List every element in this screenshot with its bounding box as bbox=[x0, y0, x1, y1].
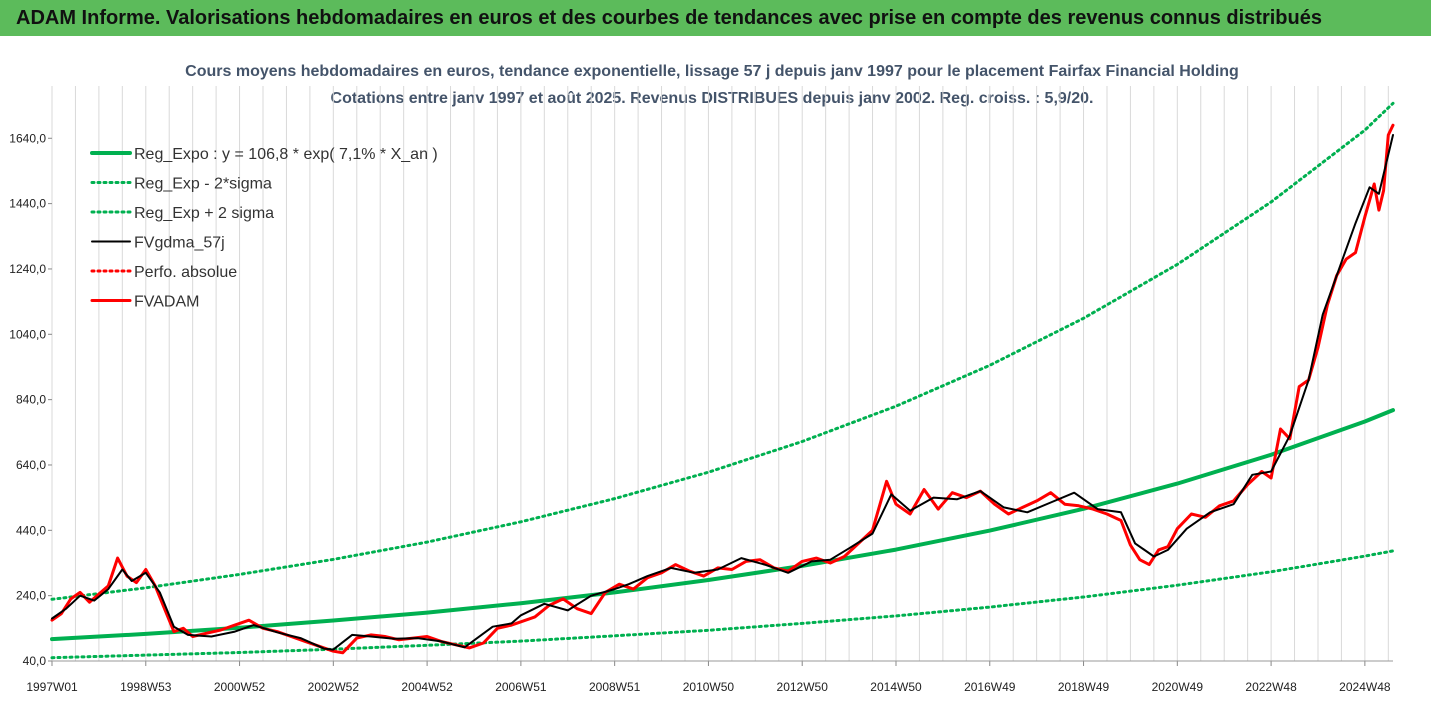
legend-label: Reg_Exp + 2 sigma bbox=[134, 205, 274, 222]
series-line-0 bbox=[50, 408, 1395, 642]
y-tick-label: 1040,0 bbox=[9, 327, 46, 341]
y-tick-label: 440,0 bbox=[16, 523, 46, 537]
y-tick-label: 640,0 bbox=[16, 458, 46, 472]
x-tick-label: 2002W52 bbox=[308, 680, 360, 694]
x-tick-label: 2012W50 bbox=[777, 680, 829, 694]
y-tick-label: 840,0 bbox=[16, 393, 46, 407]
legend-label: Reg_Exp - 2*sigma bbox=[134, 176, 272, 193]
x-tick-label: 2022W48 bbox=[1245, 680, 1297, 694]
legend-label: FVgdma_57j bbox=[134, 235, 225, 252]
x-tick-label: 2024W48 bbox=[1339, 680, 1391, 694]
x-tick-label: 2020W49 bbox=[1152, 680, 1204, 694]
x-tick-label: 2006W51 bbox=[495, 680, 547, 694]
x-tick-label: 2008W51 bbox=[589, 680, 641, 694]
series-line-1 bbox=[50, 549, 1395, 660]
x-tick-label: 1997W01 bbox=[26, 680, 78, 694]
x-tick-label: 2016W49 bbox=[964, 680, 1016, 694]
x-tick-label: 2004W52 bbox=[401, 680, 453, 694]
x-tick-label: 2014W50 bbox=[870, 680, 922, 694]
chart-subtitle: Cotations entre janv 1997 et août 2025. … bbox=[331, 90, 1094, 107]
chart-area: Cours moyens hebdomadaires en euros, ten… bbox=[9, 63, 1395, 694]
x-tick-label: 2018W49 bbox=[1058, 680, 1110, 694]
y-tick-label: 40,0 bbox=[23, 654, 47, 668]
legend: Reg_Expo : y = 106,8 * exp( 7,1% * X_an … bbox=[90, 146, 438, 311]
chart-title: Cours moyens hebdomadaires en euros, ten… bbox=[185, 63, 1239, 80]
series-lines bbox=[50, 101, 1395, 660]
report-banner: ADAM Informe. Valorisations hebdomadaire… bbox=[0, 0, 1431, 36]
x-tick-label: 2010W50 bbox=[683, 680, 735, 694]
y-tick-label: 1640,0 bbox=[9, 131, 46, 145]
series-line-3 bbox=[51, 134, 1394, 651]
x-tick-label: 2000W52 bbox=[214, 680, 266, 694]
legend-label: Reg_Expo : y = 106,8 * exp( 7,1% * X_an … bbox=[134, 146, 438, 163]
legend-label: FVADAM bbox=[134, 294, 199, 311]
y-tick-label: 1440,0 bbox=[9, 197, 46, 211]
gridlines bbox=[51, 86, 1389, 661]
y-tick-label: 1240,0 bbox=[9, 262, 46, 276]
axes: 40,0 240,0 440,0 640,0 840,0 1040,0 1240,0 1440… bbox=[9, 131, 1393, 694]
x-tick-label: 1998W53 bbox=[120, 680, 172, 694]
series-line-2 bbox=[50, 101, 1395, 601]
legend-label: Perfo. absolue bbox=[134, 264, 237, 281]
y-tick-label: 240,0 bbox=[16, 589, 46, 603]
